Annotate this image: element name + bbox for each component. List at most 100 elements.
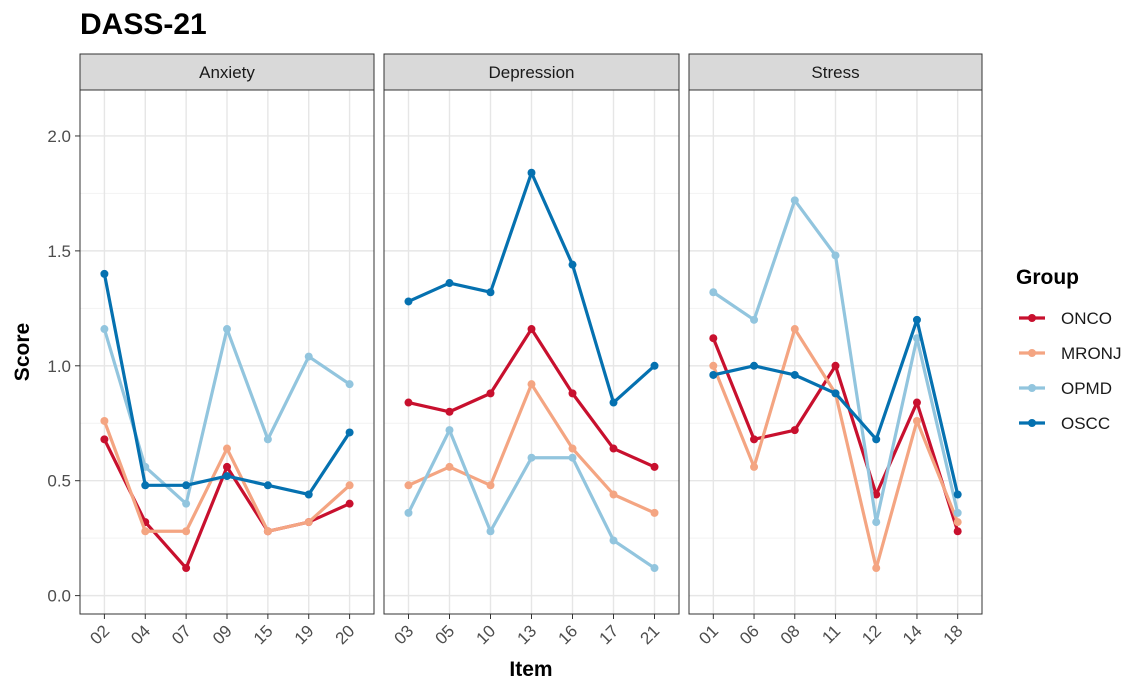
data-point-opmd	[182, 499, 191, 508]
data-point-onco	[568, 389, 577, 398]
x-tick-label: 05	[432, 621, 459, 648]
data-point-oscc	[263, 481, 272, 490]
data-point-oscc	[100, 269, 109, 278]
x-tick-label: 03	[390, 621, 417, 648]
data-point-onco	[872, 490, 881, 499]
facet-strip-label: Anxiety	[199, 63, 255, 82]
y-tick-label: 0.5	[47, 472, 71, 491]
data-point-oscc	[223, 472, 231, 481]
legend-key-point	[1028, 314, 1036, 322]
data-point-oscc	[304, 490, 313, 499]
legend-key-point	[1028, 349, 1036, 357]
x-tick-label: 17	[596, 621, 623, 648]
x-tick-label: 15	[250, 621, 277, 648]
data-point-oscc	[404, 297, 413, 306]
data-point-onco	[790, 426, 799, 435]
data-point-mronj	[872, 564, 881, 573]
x-tick-label: 06	[736, 621, 763, 648]
legend-label-opmd: OPMD	[1061, 379, 1112, 398]
x-tick-label: 11	[818, 621, 844, 647]
data-point-onco	[953, 527, 962, 536]
data-point-mronj	[263, 527, 272, 536]
data-point-opmd	[609, 536, 618, 545]
facet-strip-label: Stress	[811, 63, 859, 82]
x-tick-label: 08	[777, 621, 804, 648]
data-point-mronj	[100, 416, 109, 425]
data-point-opmd	[445, 426, 454, 435]
data-point-mronj	[650, 508, 659, 517]
data-point-opmd	[790, 196, 799, 205]
x-tick-label: 18	[940, 621, 967, 648]
data-point-mronj	[750, 462, 759, 471]
data-point-opmd	[304, 352, 313, 361]
x-tick-label: 02	[86, 621, 113, 648]
data-point-onco	[527, 325, 536, 334]
x-axis-title: Item	[509, 658, 552, 681]
data-point-mronj	[568, 444, 577, 453]
data-point-mronj	[486, 481, 495, 490]
x-tick-label: 21	[637, 621, 664, 648]
legend-label-oscc: OSCC	[1061, 414, 1110, 433]
data-point-mronj	[953, 518, 962, 527]
data-point-opmd	[223, 325, 231, 334]
legend-key-point	[1028, 419, 1036, 427]
y-tick-label: 1.5	[47, 242, 71, 261]
y-tick-label: 0.0	[47, 587, 71, 606]
data-point-oscc	[790, 370, 799, 379]
data-point-oscc	[609, 398, 618, 407]
data-point-oscc	[912, 315, 921, 324]
data-point-onco	[750, 435, 759, 444]
data-point-onco	[709, 334, 718, 343]
x-tick-label: 01	[695, 621, 722, 648]
data-point-oscc	[141, 481, 150, 490]
chart-title: DASS-21	[80, 8, 207, 41]
data-point-onco	[404, 398, 413, 407]
data-point-onco	[345, 499, 354, 508]
data-point-opmd	[486, 527, 495, 536]
data-point-opmd	[404, 508, 413, 517]
x-tick-label: 12	[858, 621, 885, 648]
data-point-opmd	[912, 334, 921, 343]
facet-strip-label: Depression	[489, 63, 575, 82]
facet-strip	[688, 53, 983, 91]
data-point-opmd	[831, 251, 840, 260]
data-point-mronj	[527, 380, 536, 389]
data-point-opmd	[750, 315, 759, 324]
data-point-onco	[100, 435, 109, 444]
data-point-mronj	[404, 481, 413, 490]
data-point-oscc	[831, 389, 840, 398]
legend-label-mronj: MRONJ	[1061, 344, 1121, 363]
data-point-mronj	[445, 462, 454, 471]
data-point-oscc	[709, 370, 718, 379]
x-tick-label: 10	[473, 621, 500, 648]
x-tick-label: 20	[332, 621, 359, 648]
data-point-oscc	[182, 481, 191, 490]
x-tick-label: 13	[514, 621, 541, 648]
facet-strip	[383, 53, 680, 91]
data-point-mronj	[912, 416, 921, 425]
data-point-opmd	[100, 325, 109, 334]
data-point-onco	[486, 389, 495, 398]
y-axis-title: Score	[11, 323, 34, 381]
data-point-mronj	[609, 490, 618, 499]
y-tick-label: 1.0	[47, 357, 71, 376]
data-point-mronj	[182, 527, 191, 536]
data-point-opmd	[650, 564, 659, 573]
data-point-onco	[912, 398, 921, 407]
data-point-oscc	[872, 435, 881, 444]
data-point-mronj	[141, 527, 150, 536]
data-point-onco	[831, 361, 840, 370]
x-tick-label: 14	[899, 621, 926, 648]
legend-label-onco: ONCO	[1061, 309, 1112, 328]
x-tick-label: 16	[555, 621, 582, 648]
data-point-oscc	[345, 428, 354, 437]
data-point-mronj	[345, 481, 354, 490]
data-point-onco	[609, 444, 618, 453]
data-point-opmd	[709, 288, 718, 297]
data-point-oscc	[650, 361, 659, 370]
data-point-onco	[223, 462, 231, 471]
x-tick-label: 09	[209, 621, 236, 648]
data-point-onco	[445, 407, 454, 416]
data-point-opmd	[263, 435, 272, 444]
